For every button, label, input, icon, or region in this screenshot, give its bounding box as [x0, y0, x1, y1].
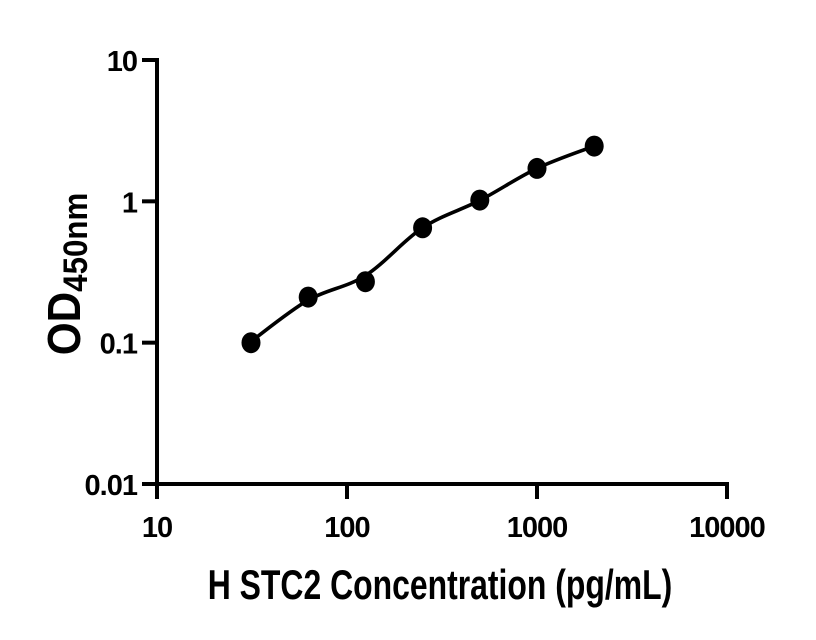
data-point [584, 135, 604, 157]
axis-lines [155, 58, 729, 486]
x-tick-label: 10000 [689, 512, 765, 544]
x-tick-label: 10 [142, 512, 172, 544]
x-axis-title: H STC2 Concentration (pg/mL) [208, 564, 816, 606]
y-tick-label: 10 [107, 46, 137, 78]
y-tick-label: 1 [122, 187, 138, 219]
y-axis-title-text: OD450nm [38, 192, 99, 356]
data-point [470, 189, 490, 211]
y-tick-label: 0.01 [85, 470, 138, 502]
data-point [298, 286, 318, 308]
x-tick-label: 1000 [507, 512, 568, 544]
y-tick-label: 0.1 [100, 329, 138, 361]
y-axis-title-subscript: 450nm [57, 192, 95, 292]
data-point [355, 271, 375, 293]
data-point [527, 157, 547, 179]
data-point [241, 332, 261, 354]
x-axis-title-text: H STC2 Concentration (pg/mL) [207, 561, 673, 608]
data-point [413, 217, 433, 239]
y-axis-title-main: OD [38, 291, 90, 356]
x-tick-label: 100 [324, 512, 369, 544]
